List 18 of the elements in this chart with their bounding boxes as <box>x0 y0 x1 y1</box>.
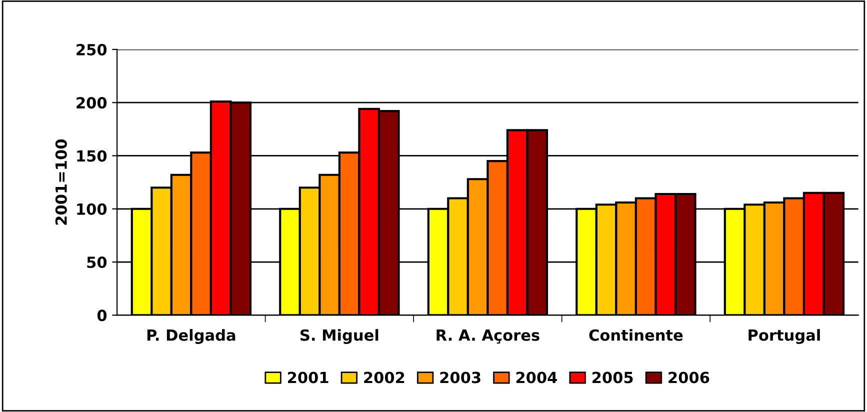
x-tick-label: Portugal <box>748 329 820 344</box>
legend-label: 2004 <box>516 372 558 384</box>
legend-label: 2001 <box>288 372 328 384</box>
legend-label: 2003 <box>440 372 480 384</box>
legend-label: 2005 <box>592 372 633 384</box>
y-tick-label: 50 <box>87 256 107 268</box>
x-tick-label: P. Delgada <box>147 329 236 344</box>
legend-label: 2002 <box>364 372 404 384</box>
y-tick-label: 150 <box>77 150 107 162</box>
x-tick-label: S. Miguel <box>300 329 378 344</box>
y-tick-label: 250 <box>76 44 107 56</box>
x-tick-label: R. A. Açores <box>436 330 540 344</box>
y-tick-label: 0 <box>97 310 107 322</box>
x-tick-label: Continente <box>589 329 683 341</box>
legend-label: 2006 <box>668 372 710 384</box>
y-tick-label: 200 <box>76 97 107 109</box>
y-axis-title: 2001=100 <box>55 139 67 225</box>
y-tick-label: 100 <box>77 203 107 215</box>
